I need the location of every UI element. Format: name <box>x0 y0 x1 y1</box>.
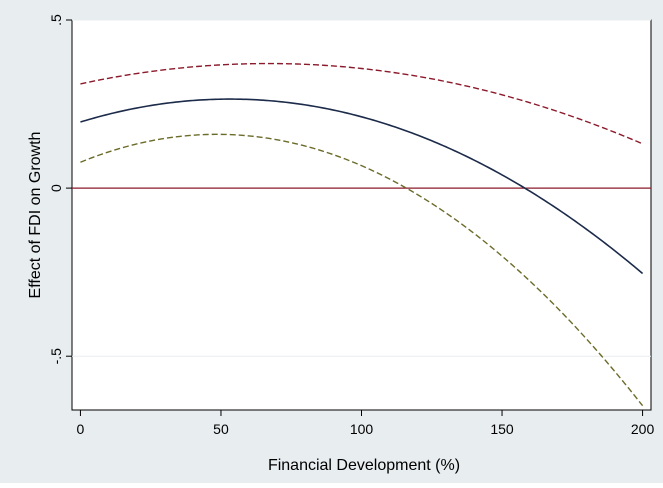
y-tick-label: .5 <box>48 14 64 26</box>
series-line-confidence-bound-2 <box>80 133 644 407</box>
x-tick-label: 150 <box>490 421 514 437</box>
x-tick-label: 50 <box>213 421 229 437</box>
y-tick-label: -.5 <box>48 348 64 365</box>
x-tick-label: 200 <box>631 421 655 437</box>
x-tick-label: 100 <box>350 421 374 437</box>
grid-layer <box>72 19 651 357</box>
series-layer <box>80 62 644 407</box>
series-line-confidence-bound-1 <box>80 62 643 145</box>
x-tick-label: 0 <box>77 421 85 437</box>
axis-layer: 0 50 100 150 200 -.5 0 .5 <box>48 14 654 437</box>
plot-area <box>71 19 652 411</box>
y-axis-label: Effect of FDI on Growth <box>27 132 44 299</box>
series-line-estimate <box>80 98 644 275</box>
x-axis-label: Financial Development (%) <box>268 457 460 474</box>
y-tick-label: 0 <box>48 184 64 192</box>
